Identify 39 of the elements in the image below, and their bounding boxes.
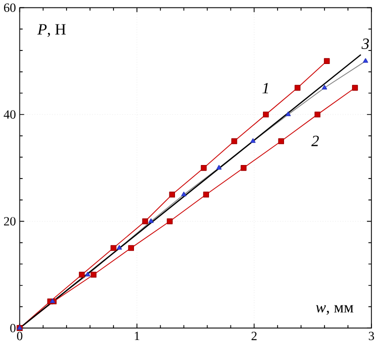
y-tick-label: 20 [4, 217, 16, 226]
point [324, 58, 330, 64]
point [200, 165, 207, 171]
x-tick-label: 1 [134, 332, 140, 340]
point [116, 245, 122, 250]
point [262, 112, 269, 118]
y-axis-title: P, Н [37, 24, 66, 37]
point [352, 85, 358, 91]
point [142, 218, 148, 224]
point [169, 192, 176, 198]
point [181, 192, 186, 196]
point [322, 85, 328, 90]
point [203, 192, 210, 198]
point [78, 272, 85, 278]
x-tick-label: 3 [368, 332, 374, 340]
x-tick-label: 2 [252, 332, 257, 340]
y-tick-label: 60 [4, 4, 16, 12]
point [314, 112, 320, 118]
point [166, 218, 173, 224]
point [231, 138, 238, 144]
point [278, 138, 284, 144]
point [90, 272, 96, 278]
point [128, 245, 134, 252]
y-tick-label: 40 [4, 110, 16, 119]
point [250, 138, 256, 144]
x-axis-title: w, мм [316, 305, 354, 315]
point [85, 272, 90, 276]
point [240, 165, 247, 171]
series-label: 1 [262, 83, 268, 94]
point [216, 165, 222, 170]
point [110, 245, 116, 252]
series-label: 2 [311, 136, 319, 146]
y-tick-label: 0 [10, 324, 16, 332]
point [362, 58, 368, 63]
point [148, 218, 154, 224]
point [294, 85, 300, 91]
point [286, 112, 291, 116]
x-tick-label: 0 [17, 332, 22, 340]
series-label: 3 [362, 38, 369, 50]
